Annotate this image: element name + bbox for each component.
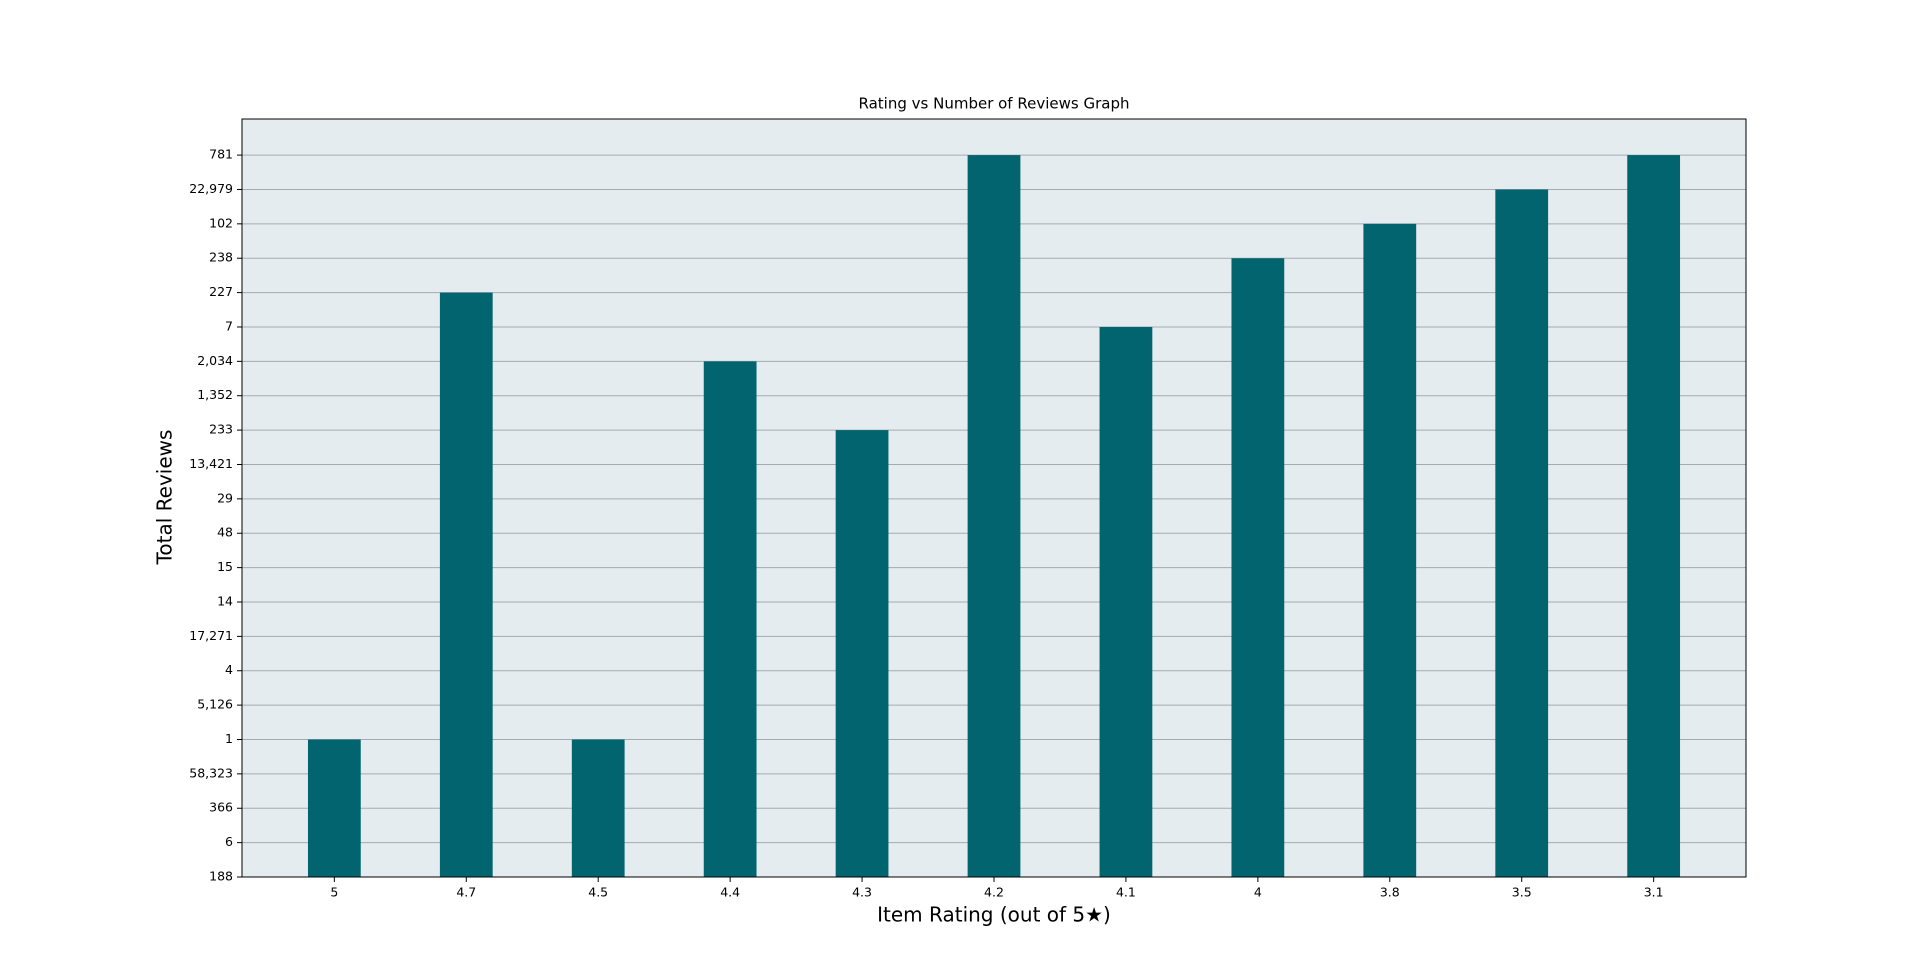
y-tick-label: 2,034 (197, 353, 233, 368)
x-tick-label: 3.8 (1380, 885, 1400, 900)
bar (1495, 189, 1549, 877)
x-tick-label: 3.5 (1512, 885, 1532, 900)
y-tick-label: 6 (225, 834, 233, 849)
x-tick-label: 4.1 (1116, 885, 1136, 900)
y-tick-label: 58,323 (189, 765, 233, 780)
x-tick-label: 4.7 (456, 885, 476, 900)
y-tick-label: 781 (209, 147, 233, 162)
bar (1363, 223, 1417, 877)
y-tick-label: 1,352 (197, 387, 233, 402)
x-tick-label: 3.1 (1644, 885, 1664, 900)
y-tick-label: 14 (217, 593, 233, 608)
bar (967, 155, 1021, 878)
y-tick-label: 22,979 (189, 181, 233, 196)
y-tick-label: 238 (209, 250, 233, 265)
y-tick-label: 29 (217, 490, 233, 505)
y-tick-label: 188 (209, 869, 233, 884)
bar (307, 739, 361, 877)
y-tick-label: 4 (225, 662, 233, 677)
x-tick-label: 4.4 (720, 885, 740, 900)
x-tick-label: 4.5 (588, 885, 608, 900)
y-tick-label: 48 (217, 525, 233, 540)
y-tick-label: 102 (209, 215, 233, 230)
y-tick-label: 366 (209, 800, 233, 815)
x-axis-label: Item Rating (out of 5★) (877, 903, 1111, 927)
y-tick-label: 13,421 (189, 456, 233, 471)
y-tick-label: 227 (209, 284, 233, 299)
y-axis-label: Total Reviews (153, 430, 177, 566)
y-tick-label: 7 (225, 318, 233, 333)
y-tick-label: 15 (217, 559, 233, 574)
x-tick-label: 4 (1254, 885, 1262, 900)
y-tick-label: 5,126 (197, 697, 233, 712)
y-tick-label: 233 (209, 422, 233, 437)
bar (1231, 258, 1285, 877)
x-tick-label: 5 (330, 885, 338, 900)
y-tick-label: 1 (225, 731, 233, 746)
y-tick-label: 17,271 (189, 628, 233, 643)
bar (835, 430, 889, 877)
bar (1627, 155, 1681, 878)
x-tick-label: 4.3 (852, 885, 872, 900)
plot-frame (241, 118, 1747, 878)
bar (703, 361, 757, 877)
x-tick-label: 4.2 (984, 885, 1004, 900)
bar (439, 292, 493, 877)
bar (1099, 326, 1153, 878)
bar (571, 739, 625, 877)
chart-title: Rating vs Number of Reviews Graph (859, 95, 1130, 113)
